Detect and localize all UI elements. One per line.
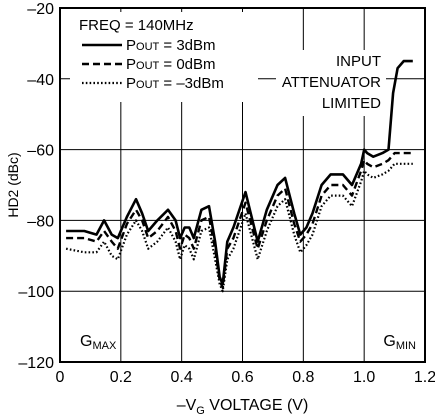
series-line-2 bbox=[65, 162, 413, 293]
tick-labels: 0 0.2 0.4 0.6 0.8 1.0 1.2 –120 –100 –80 –60 –40 –20 bbox=[18, 1, 435, 386]
series-line-0 bbox=[66, 59, 413, 286]
y-tick-label: –20 bbox=[27, 1, 54, 18]
annotation-background bbox=[276, 50, 386, 116]
y-tick-label: –80 bbox=[27, 213, 54, 230]
x-tick-label: 0.6 bbox=[231, 369, 253, 386]
y-tick-label: –120 bbox=[18, 355, 54, 372]
y-tick-label: –40 bbox=[27, 72, 54, 89]
legend-label-0: POUT = 3dBm bbox=[126, 37, 216, 54]
annotation-attenuator: ATTENUATOR bbox=[282, 74, 381, 91]
gmax-label: GMAX bbox=[80, 333, 117, 352]
legend-background bbox=[70, 12, 258, 102]
y-tick-label: –60 bbox=[27, 143, 54, 160]
legend-label-2: POUT = –3dBm bbox=[126, 75, 224, 92]
x-tick-label: 0.2 bbox=[110, 369, 132, 386]
series-group bbox=[65, 59, 413, 293]
annotation-limited: LIMITED bbox=[322, 95, 381, 112]
legend-label-1: POUT = 0dBm bbox=[126, 56, 216, 73]
y-tick-label: –100 bbox=[18, 284, 54, 301]
annotation-input: INPUT bbox=[336, 53, 381, 70]
gmin-label: GMIN bbox=[383, 333, 416, 352]
x-tick-label: 1.0 bbox=[353, 369, 375, 386]
x-axis-label: –VG VOLTAGE (V) bbox=[177, 397, 309, 417]
x-tick-label: 0 bbox=[56, 369, 65, 386]
x-tick-label: 0.8 bbox=[292, 369, 314, 386]
y-axis-label: HD2 (dBc) bbox=[5, 152, 21, 217]
x-tick-label: 0.4 bbox=[171, 369, 193, 386]
series-line-1 bbox=[66, 151, 413, 289]
x-tick-label: 1.2 bbox=[414, 369, 435, 386]
plot-frame bbox=[59, 7, 426, 363]
legend-title: FREQ = 140MHz bbox=[79, 17, 194, 34]
legend: FREQ = 140MHz POUT = 3dBm POUT = 0dBm POUT… bbox=[79, 17, 224, 92]
